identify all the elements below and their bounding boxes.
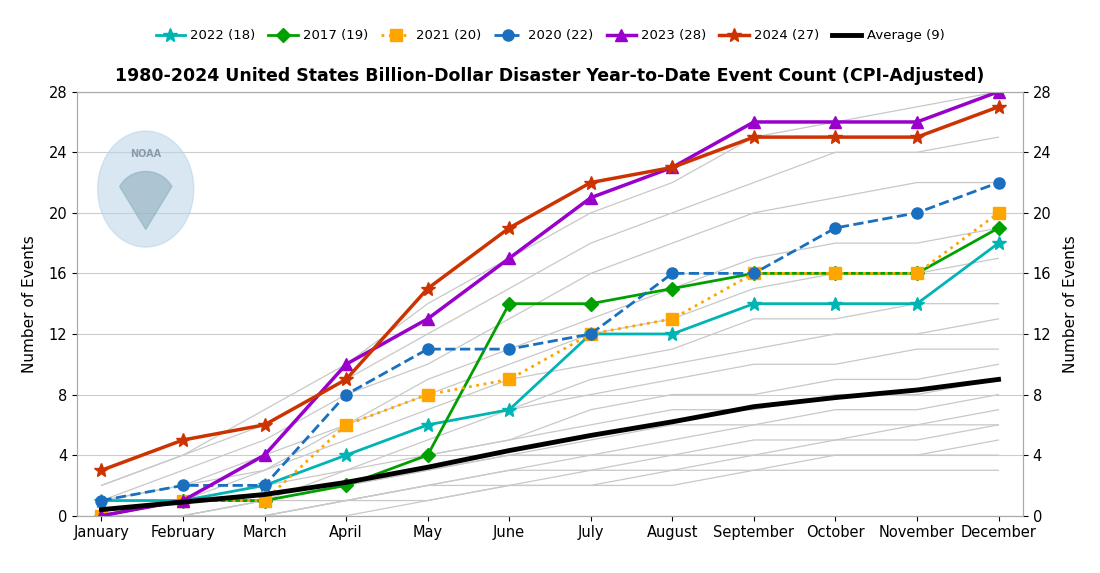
2022 (18) xyxy=(828,300,842,307)
2021 (20) xyxy=(503,376,516,383)
Line: 2023 (28): 2023 (28) xyxy=(96,85,1004,522)
2017 (19) xyxy=(176,497,189,504)
Average (9) xyxy=(828,394,842,401)
2021 (20) xyxy=(666,315,679,322)
2020 (22) xyxy=(258,482,272,489)
Average (9) xyxy=(911,387,924,394)
Legend: 2022 (18), 2017 (19), 2021 (20), 2020 (22), 2023 (28), 2024 (27), Average (9): 2022 (18), 2017 (19), 2021 (20), 2020 (2… xyxy=(151,24,949,48)
2017 (19) xyxy=(258,497,272,504)
2022 (18) xyxy=(176,497,189,504)
2024 (27) xyxy=(340,376,353,383)
Line: 2017 (19): 2017 (19) xyxy=(97,223,1003,520)
Average (9) xyxy=(176,499,189,505)
Average (9) xyxy=(95,506,108,513)
2024 (27) xyxy=(992,103,1005,110)
2021 (20) xyxy=(95,512,108,519)
2024 (27) xyxy=(176,437,189,444)
2023 (28) xyxy=(421,315,434,322)
2022 (18) xyxy=(747,300,760,307)
2024 (27) xyxy=(666,164,679,171)
Average (9) xyxy=(258,491,272,498)
Title: 1980-2024 United States Billion-Dollar Disaster Year-to-Date Event Count (CPI-Ad: 1980-2024 United States Billion-Dollar D… xyxy=(116,66,984,85)
2021 (20) xyxy=(421,391,434,398)
2021 (20) xyxy=(176,497,189,504)
2017 (19) xyxy=(95,512,108,519)
2017 (19) xyxy=(992,225,1005,231)
2024 (27) xyxy=(421,285,434,292)
Line: Average (9): Average (9) xyxy=(101,379,999,509)
2020 (22) xyxy=(666,270,679,277)
2021 (20) xyxy=(747,270,760,277)
2020 (22) xyxy=(176,482,189,489)
2023 (28) xyxy=(828,119,842,125)
2024 (27) xyxy=(95,467,108,474)
2017 (19) xyxy=(911,270,924,277)
2023 (28) xyxy=(584,194,597,201)
2022 (18) xyxy=(503,406,516,413)
2021 (20) xyxy=(828,270,842,277)
2023 (28) xyxy=(95,512,108,519)
2022 (18) xyxy=(258,482,272,489)
2023 (28) xyxy=(911,119,924,125)
2022 (18) xyxy=(95,497,108,504)
2017 (19) xyxy=(503,300,516,307)
2024 (27) xyxy=(258,421,272,428)
2020 (22) xyxy=(95,497,108,504)
Circle shape xyxy=(98,131,194,247)
2023 (28) xyxy=(340,361,353,368)
2023 (28) xyxy=(666,164,679,171)
2022 (18) xyxy=(992,240,1005,246)
2017 (19) xyxy=(666,285,679,292)
Polygon shape xyxy=(120,171,172,229)
2023 (28) xyxy=(503,255,516,262)
2023 (28) xyxy=(747,119,760,125)
2022 (18) xyxy=(666,331,679,337)
Average (9) xyxy=(340,479,353,486)
2021 (20) xyxy=(584,331,597,337)
2024 (27) xyxy=(503,225,516,231)
2020 (22) xyxy=(747,270,760,277)
2017 (19) xyxy=(828,270,842,277)
Average (9) xyxy=(584,432,597,439)
Average (9) xyxy=(747,403,760,410)
Line: 2020 (22): 2020 (22) xyxy=(96,177,1004,506)
2023 (28) xyxy=(258,452,272,458)
Line: 2024 (27): 2024 (27) xyxy=(95,100,1005,477)
Average (9) xyxy=(503,447,516,454)
2024 (27) xyxy=(584,179,597,186)
2021 (20) xyxy=(911,270,924,277)
2021 (20) xyxy=(992,209,1005,216)
2024 (27) xyxy=(747,134,760,140)
Y-axis label: Number of Events: Number of Events xyxy=(22,235,37,372)
2022 (18) xyxy=(340,452,353,458)
Y-axis label: Number of Events: Number of Events xyxy=(1063,235,1078,372)
2023 (28) xyxy=(992,88,1005,95)
2020 (22) xyxy=(584,331,597,337)
2024 (27) xyxy=(828,134,842,140)
2020 (22) xyxy=(340,391,353,398)
2023 (28) xyxy=(176,497,189,504)
2022 (18) xyxy=(584,331,597,337)
2020 (22) xyxy=(503,346,516,352)
2020 (22) xyxy=(992,179,1005,186)
2020 (22) xyxy=(911,209,924,216)
2017 (19) xyxy=(584,300,597,307)
Text: NOAA: NOAA xyxy=(130,149,162,159)
2021 (20) xyxy=(258,497,272,504)
Line: 2022 (18): 2022 (18) xyxy=(95,236,1005,508)
2017 (19) xyxy=(747,270,760,277)
2022 (18) xyxy=(911,300,924,307)
2022 (18) xyxy=(421,421,434,428)
Average (9) xyxy=(666,418,679,425)
Average (9) xyxy=(421,464,434,470)
2017 (19) xyxy=(421,452,434,458)
Line: 2021 (20): 2021 (20) xyxy=(96,207,1004,521)
2017 (19) xyxy=(340,482,353,489)
Average (9) xyxy=(992,376,1005,383)
2024 (27) xyxy=(911,134,924,140)
2020 (22) xyxy=(828,225,842,231)
2021 (20) xyxy=(340,421,353,428)
2020 (22) xyxy=(421,346,434,352)
